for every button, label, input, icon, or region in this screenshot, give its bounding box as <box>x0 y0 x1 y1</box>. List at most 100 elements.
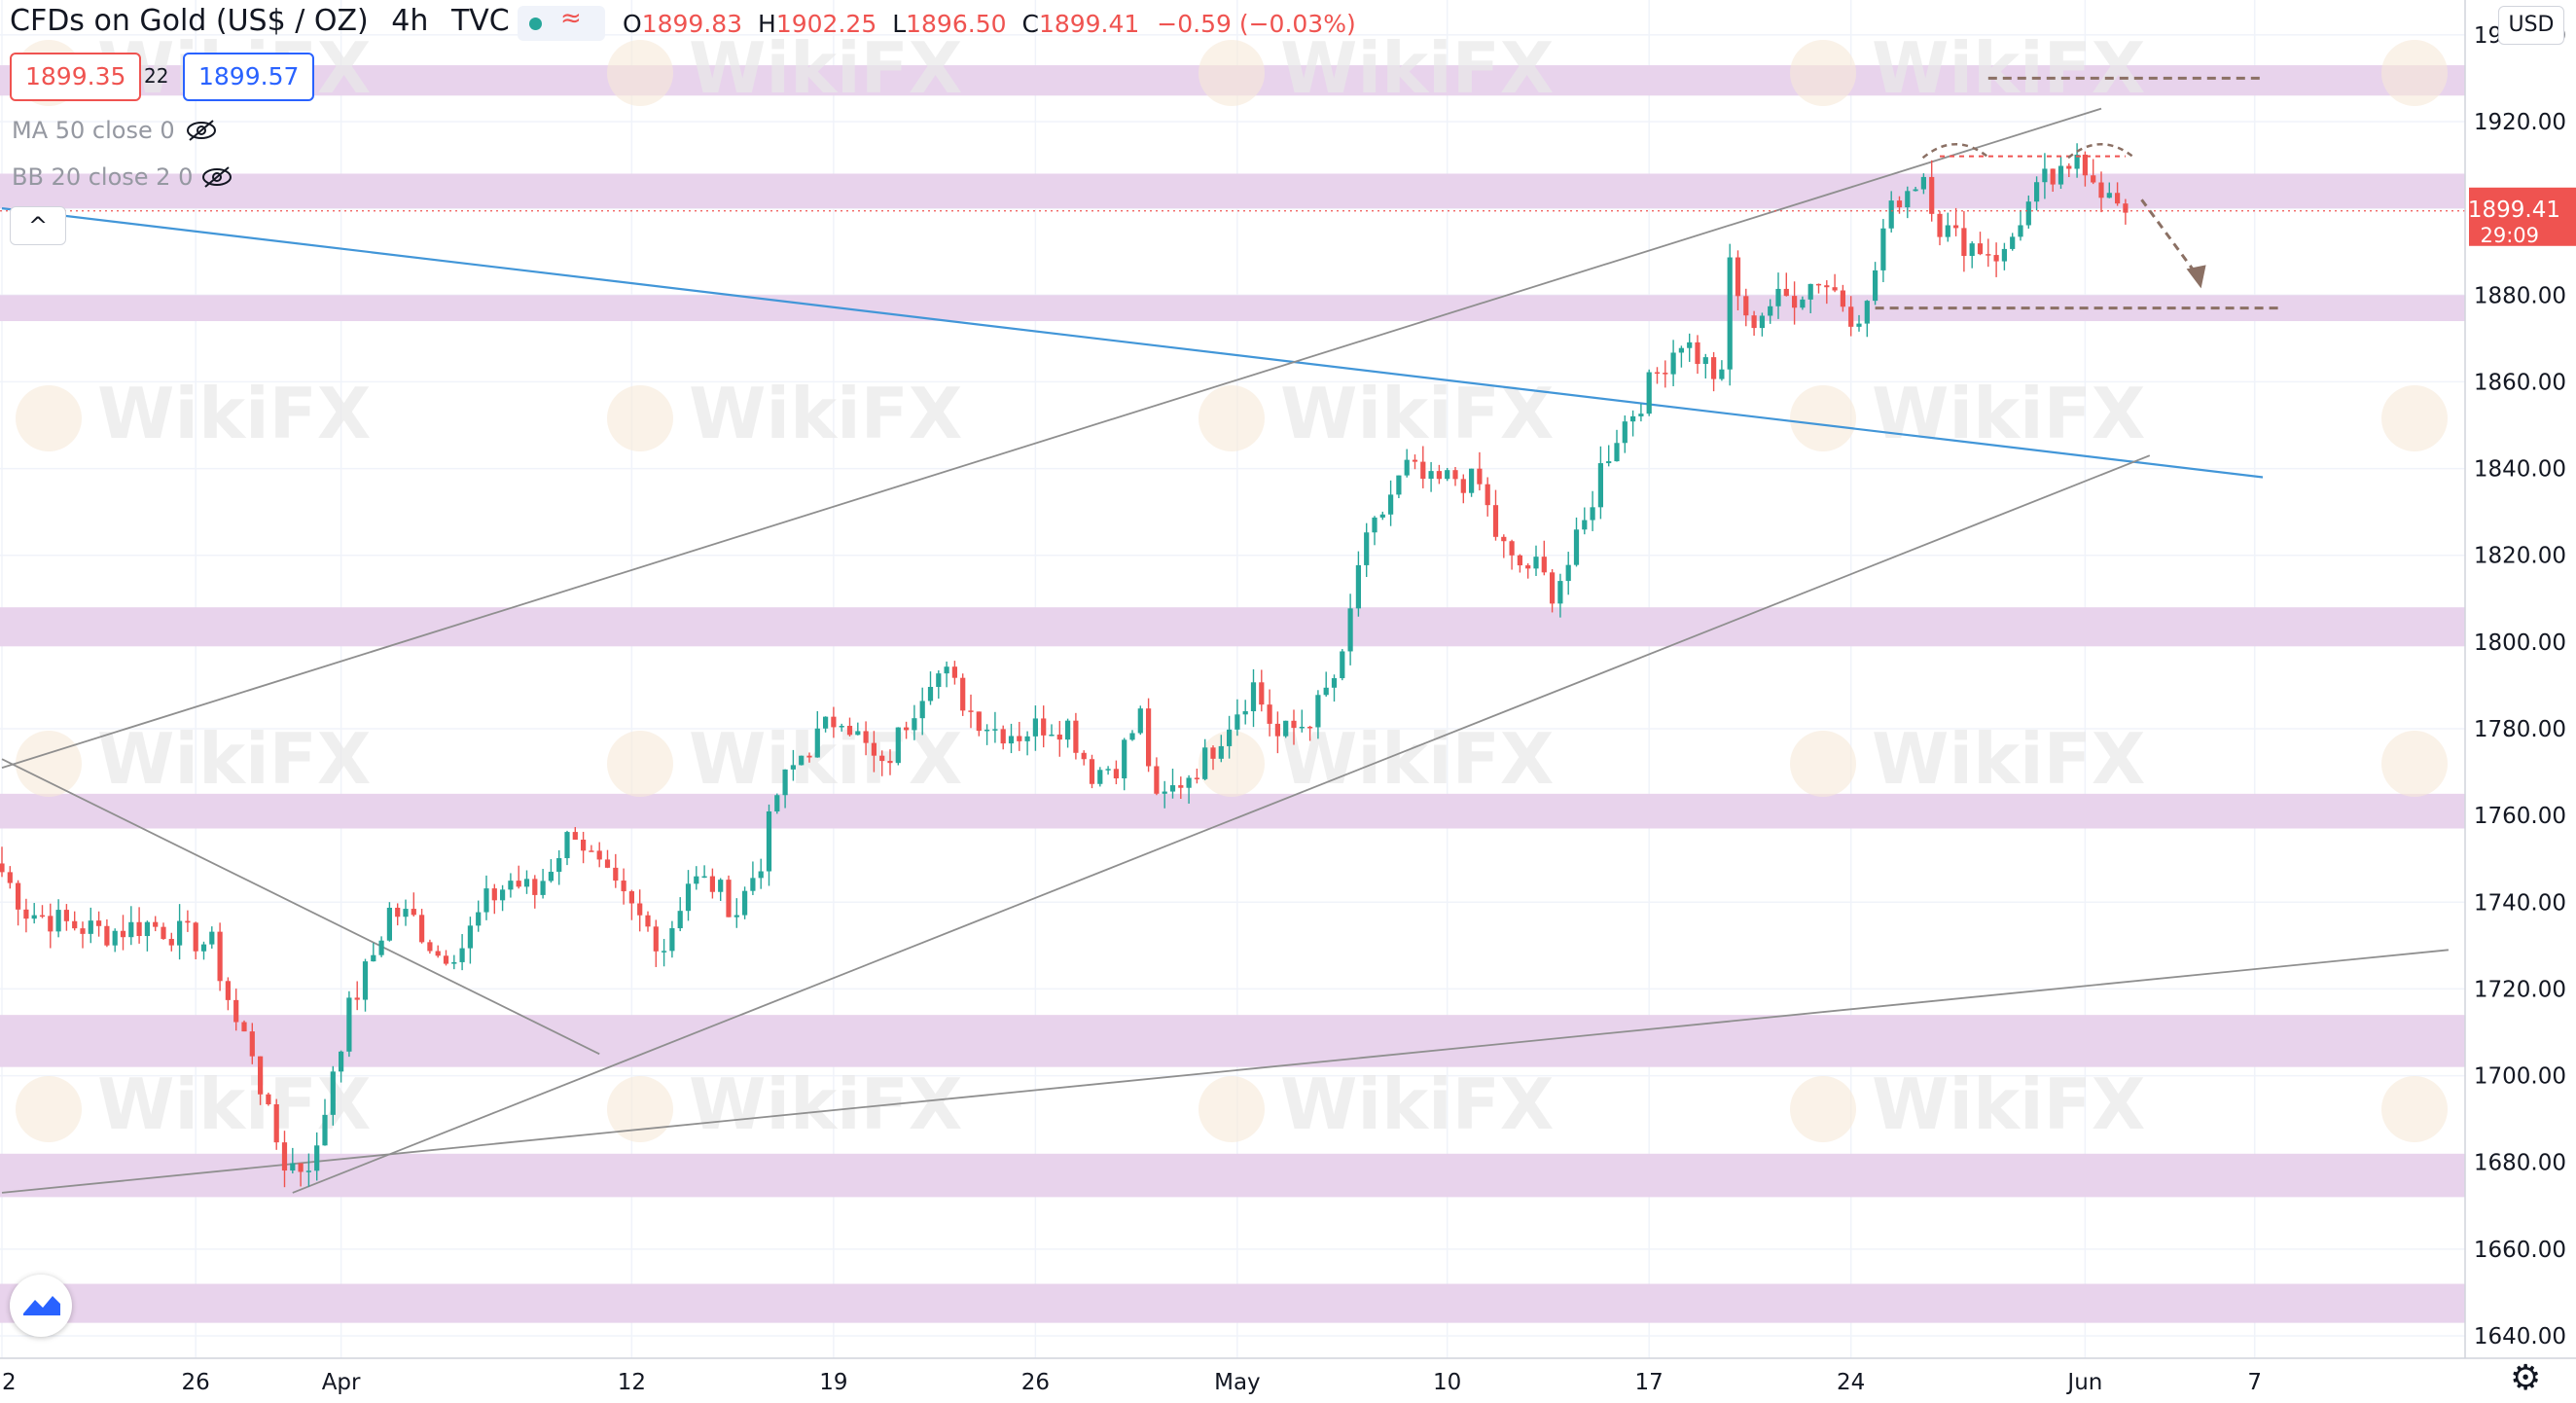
price-tick-label: 1700.00 <box>2474 1064 2566 1090</box>
watermark-logo-icon <box>16 731 82 797</box>
candle-up <box>1396 475 1402 495</box>
candle-up <box>483 888 489 913</box>
candle-up <box>500 889 506 901</box>
symbol-name[interactable]: CFDs on Gold (US$ / OZ) <box>10 4 369 38</box>
candle-up <box>31 915 37 919</box>
candle-up <box>2057 165 2064 185</box>
candle-down <box>1711 357 1717 379</box>
low-value: 1896.50 <box>906 10 1007 38</box>
candle-down <box>1274 723 1280 737</box>
candle-up <box>742 890 748 916</box>
price-badge <box>2469 187 2576 246</box>
candle-up <box>1687 342 1693 348</box>
candle-down <box>1056 735 1062 740</box>
candle-down <box>628 891 634 904</box>
candle-down <box>2091 175 2096 183</box>
candle-down <box>120 930 126 938</box>
pattern-annotations[interactable] <box>0 76 2465 310</box>
spread-value: 22 <box>144 64 169 88</box>
symbol-title[interactable]: CFDs on Gold (US$ / OZ) 4h TVC <box>10 4 510 38</box>
watermark-text: WikiFX <box>1872 718 2145 800</box>
candle-up <box>128 921 134 938</box>
candle-up <box>339 1051 344 1072</box>
candle-down <box>1073 720 1079 753</box>
bid-button[interactable]: 1899.35 <box>10 53 142 101</box>
ask-button[interactable]: 1899.57 <box>183 53 315 101</box>
low-label: L <box>892 10 907 38</box>
price-axis[interactable]: 1640.00 1660.00 1680.00 1700.00 1720.00 1740.… <box>2464 0 2576 1403</box>
time-tick-label: 12 <box>618 1370 646 1395</box>
candle-down <box>7 872 13 883</box>
time-axis[interactable]: 22 26 Apr 12 19 26 May 10 17 24 Jun 7 <box>0 1357 2576 1403</box>
watermark-text: WikiFX <box>1280 373 1554 454</box>
candle-up <box>992 729 998 731</box>
candle-down <box>831 716 837 728</box>
price-tick-label: 1820.00 <box>2474 544 2566 569</box>
candle-up <box>1227 729 1233 746</box>
candle-down <box>298 1163 304 1172</box>
candle-up <box>1775 288 1781 306</box>
candle-up <box>548 872 554 881</box>
candle-down <box>1000 729 1006 744</box>
candle-down <box>1751 315 1757 329</box>
eye-hidden-icon[interactable] <box>185 119 218 142</box>
candle-down <box>726 880 732 917</box>
interval-label[interactable]: 4h <box>391 4 429 38</box>
chevron-up-icon[interactable]: ^ <box>10 206 66 245</box>
high-value: 1902.25 <box>775 10 877 38</box>
candle-up <box>1469 468 1475 493</box>
price-tick-label: 1880.00 <box>2474 283 2566 308</box>
candle-down <box>136 921 142 937</box>
watermark-logo-icon <box>16 385 82 451</box>
candle-down <box>581 840 587 851</box>
candle-up <box>1340 651 1345 679</box>
status-indicators[interactable]: ≈ <box>518 4 605 41</box>
candle-up <box>1024 736 1030 741</box>
watermark-layer: WikiFX WikiFX WikiFX WikiFX WikiFX WikiFX Wiki… <box>16 27 2576 1145</box>
candle-up <box>403 909 409 917</box>
candle-down <box>968 710 974 712</box>
candle-up <box>1428 471 1434 480</box>
price-badge-value: 1899.41 <box>2468 198 2560 223</box>
watermark-logo-icon <box>1199 40 1265 106</box>
candle-up <box>209 931 215 945</box>
candle-up <box>1638 414 1644 416</box>
watermark-text: WikiFX <box>689 373 962 454</box>
candle-down <box>193 922 198 952</box>
currency-button[interactable]: USD <box>2498 6 2564 45</box>
candle-up <box>1315 695 1321 728</box>
candle-down <box>1210 747 1216 759</box>
indicator-bb[interactable]: BB 20 close 2 0 <box>12 163 232 191</box>
candle-down <box>80 928 86 934</box>
candle-down <box>395 907 401 917</box>
eye-hidden-icon[interactable] <box>200 165 233 189</box>
indicator-ma[interactable]: MA 50 close 0 <box>12 117 216 144</box>
candle-down <box>1525 565 1531 569</box>
candle-down <box>1517 555 1522 566</box>
candle-up <box>371 954 376 962</box>
candle-up <box>685 883 692 912</box>
candle-up <box>2010 236 2016 249</box>
watermark-text: WikiFX <box>2463 718 2576 800</box>
candle-up <box>1283 720 1289 737</box>
arrow-head <box>2186 265 2206 289</box>
candle-down <box>491 888 497 901</box>
candle-up <box>1573 529 1580 565</box>
candle-up <box>1582 520 1588 530</box>
candle-up <box>362 961 369 1000</box>
candle-up <box>1364 532 1370 565</box>
candle-down <box>1452 470 1458 480</box>
candle-down <box>1993 255 1999 262</box>
candle-up <box>984 729 990 732</box>
candle-up <box>766 810 772 872</box>
candle-up <box>1299 726 1305 729</box>
watermark-text: WikiFX <box>1872 373 2145 454</box>
candle-down <box>2066 165 2072 169</box>
candle-up <box>1372 517 1377 533</box>
candle-up <box>677 911 683 929</box>
gear-icon[interactable]: ⚙ <box>2510 1358 2542 1398</box>
trend-lines[interactable] <box>1 107 2449 1194</box>
candle-down <box>1194 777 1199 779</box>
tradingview-logo-icon[interactable] <box>10 1275 72 1337</box>
